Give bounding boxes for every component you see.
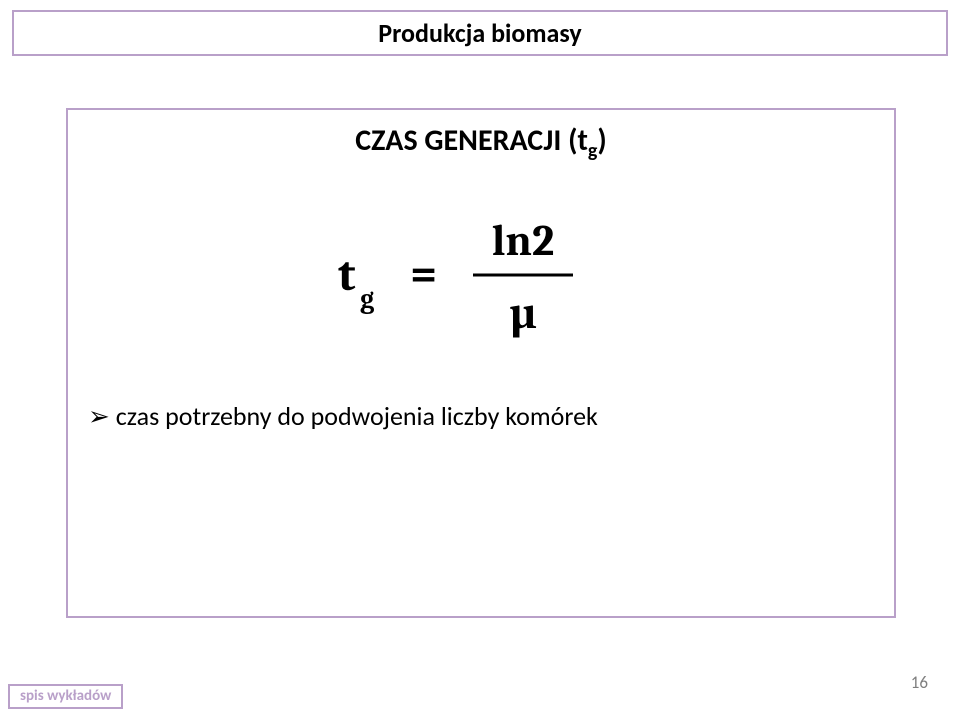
heading-prefix: CZAS GENERACJI (t: [355, 122, 588, 159]
formula-lhs-var: t: [338, 247, 356, 302]
bullet-text: czas potrzebny do podwojenia liczby komó…: [116, 400, 598, 432]
bullet-marker: ➢: [88, 401, 110, 431]
heading-sub: g: [588, 139, 597, 163]
formula-numerator: ln2: [492, 215, 555, 266]
formula-denominator: µ: [509, 287, 537, 340]
heading-suffix: ): [597, 122, 606, 159]
slide-title: Produkcja biomasy: [378, 17, 581, 49]
formula-svg: t g = ln2 µ: [318, 200, 648, 350]
formula-lhs-sub: g: [360, 283, 374, 315]
content-box: CZAS GENERACJI (tg) t g = ln2 µ ➢czas po…: [66, 108, 896, 618]
footer-link-label: spis wykładów: [20, 687, 111, 705]
bullet-line: ➢czas potrzebny do podwojenia liczby kom…: [88, 400, 598, 432]
footer-link-spis-wykladow[interactable]: spis wykładów: [8, 684, 123, 710]
content-heading: CZAS GENERACJI (tg): [68, 122, 894, 163]
formula: t g = ln2 µ: [318, 200, 648, 350]
formula-equals: =: [410, 247, 437, 300]
page-number: 16: [911, 672, 928, 693]
title-box: Produkcja biomasy: [12, 10, 948, 56]
slide: Produkcja biomasy CZAS GENERACJI (tg) t …: [0, 0, 960, 717]
